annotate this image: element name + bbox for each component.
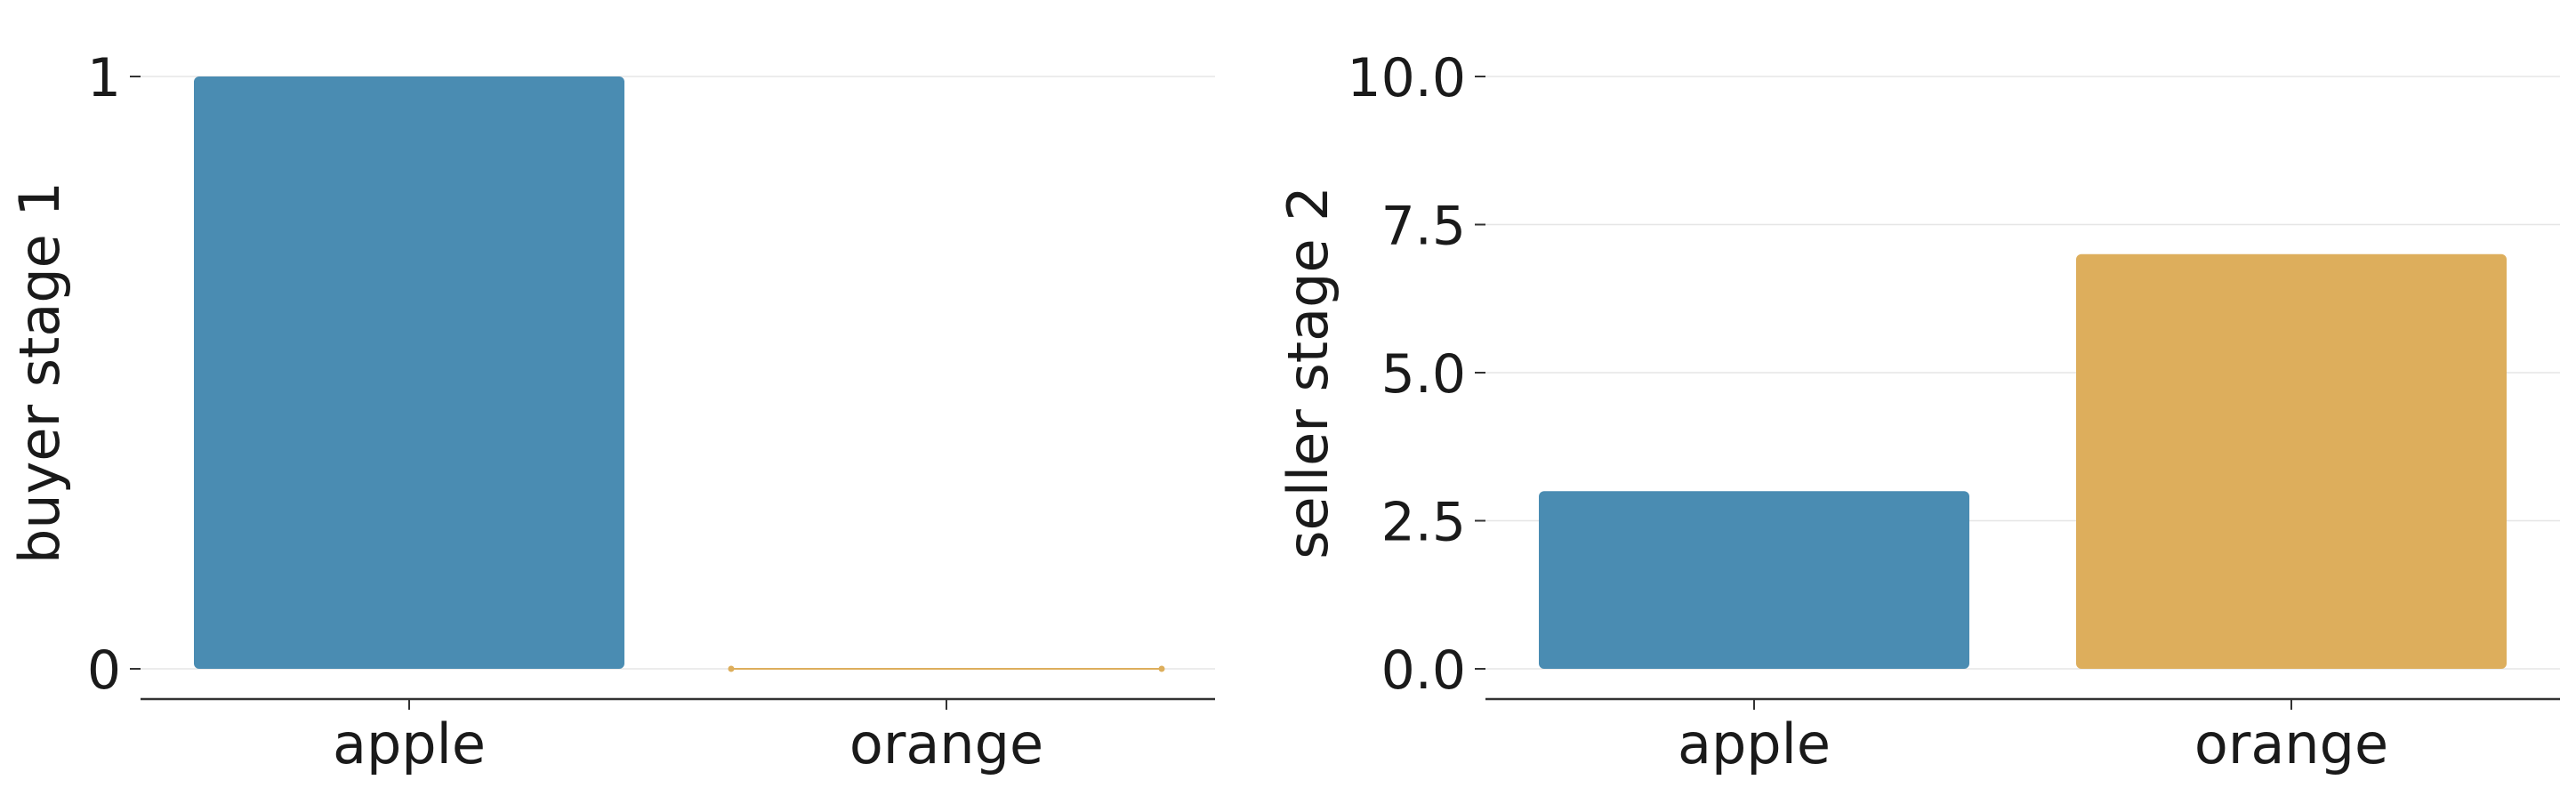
bar-apple — [194, 76, 624, 669]
chart-buyer-stage-1: 0 1 apple orange buyer stage 1 — [7, 47, 1215, 776]
y-tick-label: 5.0 — [1381, 343, 1466, 406]
y-tick-label: 1 — [87, 47, 121, 109]
bar-orange — [2076, 253, 2507, 669]
x-tick-label: orange — [849, 712, 1043, 776]
y-tick-label: 0.0 — [1381, 639, 1466, 702]
y-axis-label: seller stage 2 — [1276, 186, 1340, 559]
x-tick-label: apple — [1678, 712, 1831, 776]
y-tick-label: 7.5 — [1381, 196, 1466, 258]
y-tick-label: 0 — [87, 639, 121, 702]
bar-cap — [728, 665, 735, 672]
x-tick-label: apple — [333, 712, 486, 776]
x-tick-label: orange — [2194, 712, 2388, 776]
y-axis-label: buyer stage 1 — [7, 181, 72, 564]
y-tick-label: 10.0 — [1347, 47, 1466, 109]
bar-apple — [1539, 491, 1969, 669]
y-tick-label: 2.5 — [1381, 492, 1466, 554]
bar-cap — [1158, 665, 1165, 672]
chart-seller-stage-2: 0.0 2.5 5.0 7.5 10.0 apple orange seller stage … — [1276, 47, 2560, 776]
